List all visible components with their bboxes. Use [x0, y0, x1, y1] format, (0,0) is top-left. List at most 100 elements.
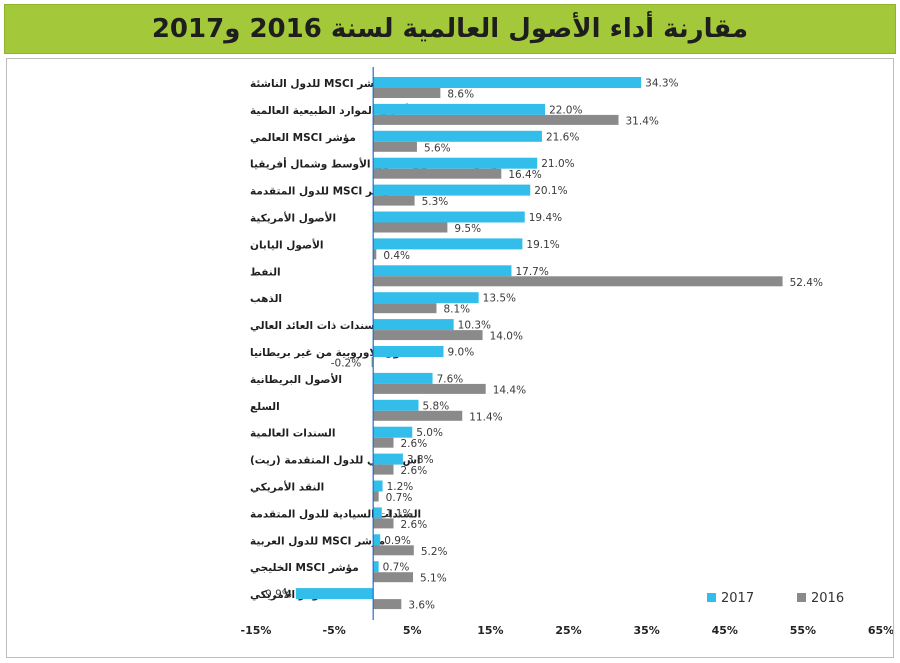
category-label: السندات ذات العائد العالي	[250, 320, 383, 332]
data-label-2017: 20.1%	[534, 185, 567, 197]
category-label: الأصول اليابان	[250, 238, 324, 251]
category-label: مؤشر MSCI الخليجي	[250, 562, 359, 574]
bar-2017	[373, 372, 433, 384]
data-label-2016: 0.4%	[383, 250, 410, 262]
legend-label-2016: 2016	[811, 591, 844, 606]
bar-2017	[373, 426, 413, 438]
data-label-2016: 8.6%	[447, 89, 474, 101]
category-label: أصول الموارد الطبيعية العالمية	[250, 103, 409, 117]
data-label-2017: 10.3%	[458, 320, 491, 332]
bar-2016	[373, 249, 377, 260]
data-label-2016: 16.4%	[508, 169, 541, 181]
x-tick-label: 65%	[868, 624, 893, 637]
bar-2016	[371, 357, 374, 367]
data-label-2016: 2.6%	[401, 465, 428, 477]
category-label: السندات العالمية	[250, 428, 335, 440]
data-label-2017: 34.3%	[645, 78, 678, 90]
data-label-2017: 17.7%	[515, 266, 548, 278]
data-label-2017: 22.0%	[549, 104, 582, 116]
bar-2016	[373, 383, 486, 394]
category-label: الذهب	[250, 293, 282, 305]
data-label-2016: 8.1%	[443, 304, 470, 316]
data-label-2016: 5.3%	[422, 196, 449, 208]
data-label-2017: 19.1%	[526, 239, 559, 251]
bar-2017	[373, 480, 383, 492]
bar-2016	[373, 410, 463, 421]
bar-2016	[373, 437, 394, 448]
bar-2017	[373, 561, 379, 573]
bar-2016	[373, 303, 437, 314]
data-label-2017: -9.9%	[261, 589, 291, 601]
bar-2017	[373, 130, 542, 142]
data-label-2016: 14.4%	[493, 384, 526, 396]
data-label-2016: 5.2%	[421, 546, 448, 558]
category-label: الأصول الأمريكية	[250, 212, 336, 225]
category-label: السلع	[250, 401, 280, 413]
data-label-2016: 5.1%	[420, 573, 447, 585]
bar-2016	[373, 195, 415, 206]
bar-2017	[373, 346, 444, 357]
data-label-2016: 11.4%	[469, 411, 502, 423]
data-label-2016: 14.0%	[490, 331, 523, 343]
data-label-2016: 2.6%	[401, 519, 428, 531]
bar-2016	[373, 222, 448, 233]
bar-2016	[373, 114, 619, 125]
data-label-2016: 5.6%	[424, 142, 451, 154]
bar-2016	[373, 599, 402, 610]
data-label-2016: 9.5%	[454, 223, 481, 235]
x-tick-label: -15%	[241, 624, 272, 637]
data-label-2017: 0.9%	[384, 535, 411, 547]
x-tick-label: 25%	[555, 624, 581, 637]
category-label: الأصول البريطانية	[250, 373, 342, 386]
data-label-2016: -0.2%	[331, 358, 361, 370]
legend-label-2017: 2017	[721, 591, 754, 606]
data-label-2017: 21.0%	[541, 158, 574, 170]
bar-2017	[373, 211, 525, 223]
bar-2016	[373, 276, 783, 287]
legend-swatch-2016	[797, 593, 806, 602]
data-label-2017: 5.0%	[416, 427, 443, 439]
x-tick-label: -5%	[323, 624, 346, 637]
bar-2017	[373, 238, 523, 250]
data-label-2017: 1.2%	[387, 481, 414, 493]
data-label-2016: 2.6%	[401, 438, 428, 450]
page-title: مقارنة أداء الأصول العالمية لسنة 2016 و2…	[151, 14, 749, 44]
bar-2016	[373, 88, 441, 98]
x-tick-label: 5%	[403, 624, 422, 637]
data-label-2017: 1.1%	[386, 508, 413, 520]
bar-2016	[373, 518, 394, 529]
category-label: مؤشر MSCI للدول الناشئة	[250, 78, 387, 90]
x-tick-label: 45%	[712, 624, 738, 637]
bar-2017	[295, 588, 374, 600]
bar-2017	[373, 292, 479, 304]
bar-2016	[373, 545, 414, 556]
data-label-2016: 0.7%	[386, 492, 413, 504]
bar-2017	[373, 103, 546, 115]
bar-2017	[373, 265, 512, 277]
data-label-2017: 19.4%	[529, 212, 562, 224]
category-label: النفط	[250, 266, 281, 278]
data-label-2016: 52.4%	[790, 277, 823, 289]
bar-2016	[373, 330, 483, 341]
bar-2016	[373, 464, 394, 475]
category-label: مؤشر MSCI العالمي	[250, 132, 356, 144]
bar-2017	[373, 399, 419, 411]
category-label: مؤشر MSCI للدول المتقدمة	[250, 186, 396, 198]
data-label-2017: 7.6%	[437, 373, 464, 385]
bar-2016	[373, 491, 379, 502]
data-label-2016: 31.4%	[626, 115, 659, 127]
bar-2017	[373, 319, 454, 331]
data-label-2017: 21.6%	[546, 131, 579, 143]
bar-2017	[373, 157, 538, 169]
x-tick-label: 35%	[633, 624, 659, 637]
data-label-2017: 13.5%	[483, 293, 516, 305]
data-label-2017: 0.7%	[383, 562, 410, 574]
bar-2017	[373, 534, 381, 546]
x-tick-label: 15%	[477, 624, 503, 637]
category-label: مؤشر MSCI للدول العربية	[250, 535, 385, 547]
bar-2017	[373, 184, 531, 196]
bar-chart: مؤشر MSCI للدول الناشئة 34.3% 8.6% أصول الم…	[241, 67, 893, 637]
data-label-2017: 9.0%	[448, 347, 475, 359]
data-label-2017: 5.8%	[423, 400, 450, 412]
data-label-2016: 3.6%	[408, 600, 435, 612]
